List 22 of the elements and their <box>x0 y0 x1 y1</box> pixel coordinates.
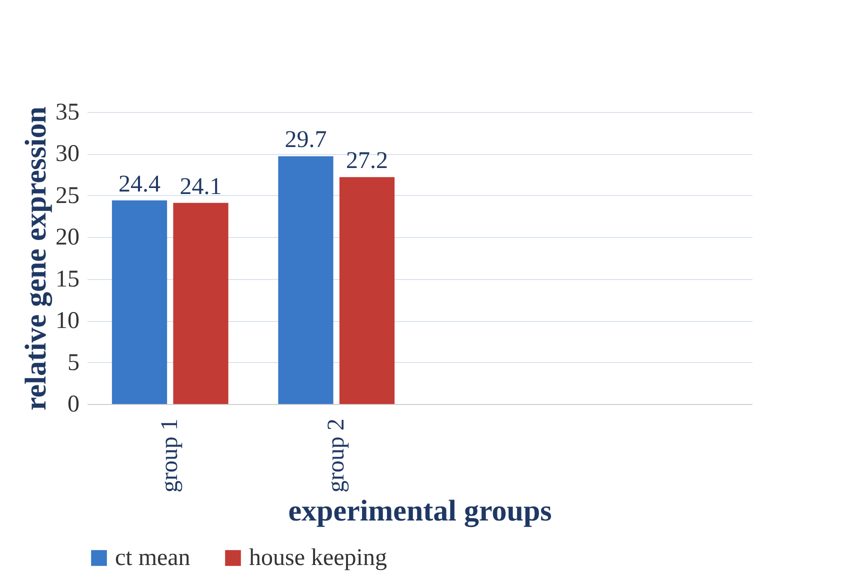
y-axis-title: relative gene expression <box>20 106 52 410</box>
y-tick-label: 20 <box>56 224 80 251</box>
x-tick-label: group 1 <box>157 418 184 492</box>
bar <box>173 202 228 404</box>
y-tick-label: 30 <box>56 141 80 168</box>
legend-label: house keeping <box>249 545 387 571</box>
y-tick-label: 25 <box>56 182 80 209</box>
x-tick-label: group 2 <box>323 418 350 492</box>
bar <box>339 177 395 404</box>
x-axis-title: experimental groups <box>288 494 552 528</box>
y-tick-label: 0 <box>68 392 80 418</box>
data-label: 29.7 <box>284 127 327 154</box>
y-tick-label: 5 <box>68 350 80 376</box>
bar <box>112 200 168 404</box>
y-tick-label: 10 <box>56 308 80 334</box>
legend-label: ct mean <box>115 545 190 571</box>
bar <box>278 156 334 404</box>
data-label: 27.2 <box>346 148 388 174</box>
y-tick-label: 35 <box>56 100 80 126</box>
y-tick-label: 15 <box>56 266 80 292</box>
data-label: 24.1 <box>180 174 222 200</box>
data-label: 24.4 <box>118 171 160 198</box>
